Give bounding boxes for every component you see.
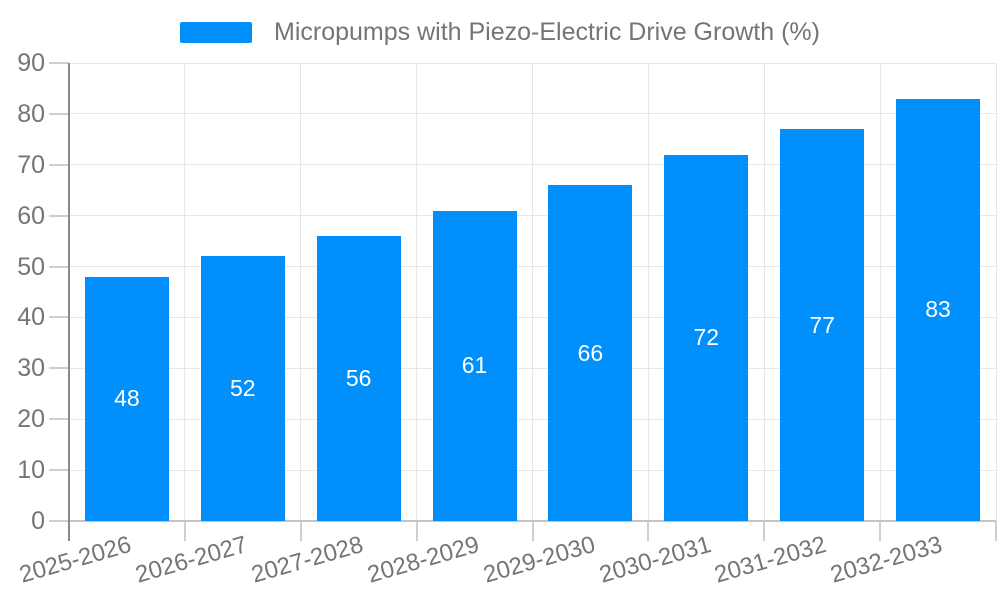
gridline-vertical	[763, 63, 765, 521]
bar[interactable]: 48	[84, 276, 169, 521]
y-tick	[49, 367, 69, 370]
y-tick	[49, 62, 69, 64]
x-tick	[299, 521, 302, 541]
y-axis-label: 60	[17, 201, 45, 230]
gridline-vertical	[416, 63, 418, 521]
legend-item[interactable]: Micropumps with Piezo-Electric Drive Gro…	[180, 18, 820, 47]
y-tick	[49, 265, 69, 268]
gridline-vertical	[184, 63, 186, 521]
x-tick	[995, 521, 997, 541]
y-axis-label: 10	[17, 456, 45, 485]
bar-value-label: 83	[925, 296, 951, 323]
x-axis-label: 2032-2033	[827, 531, 946, 589]
x-tick	[647, 521, 650, 541]
x-tick	[879, 521, 882, 541]
bar[interactable]: 66	[548, 185, 633, 521]
y-axis-label: 20	[17, 405, 45, 434]
x-axis-label: 2031-2032	[711, 531, 830, 589]
gridline-vertical	[300, 63, 302, 521]
bar-value-label: 56	[345, 365, 372, 392]
y-axis-label: 90	[17, 49, 45, 77]
x-axis-label: 2026-2027	[132, 531, 251, 589]
bar[interactable]: 61	[432, 210, 517, 521]
x-axis-label: 2027-2028	[248, 531, 367, 589]
gridline-vertical	[532, 63, 533, 521]
bar[interactable]: 52	[200, 256, 285, 521]
y-axis-label: 40	[17, 303, 45, 332]
bar-value-label: 61	[461, 352, 488, 379]
bar-value-label: 52	[230, 375, 256, 402]
y-tick	[49, 214, 69, 217]
y-tick	[49, 163, 69, 166]
x-tick	[531, 521, 534, 541]
gridline-vertical	[995, 63, 997, 521]
bar-value-label: 72	[693, 324, 720, 351]
bar[interactable]: 83	[896, 98, 981, 521]
y-axis-label: 70	[17, 150, 45, 179]
legend-label: Micropumps with Piezo-Electric Drive Gro…	[274, 18, 820, 46]
y-tick	[49, 469, 69, 472]
bar-value-label: 66	[577, 339, 604, 366]
gridline-vertical	[879, 63, 881, 521]
y-axis-label: 50	[17, 252, 45, 281]
plot-area: 48 52 56 61 66 72 77 83	[49, 62, 997, 541]
x-axis-label: 2025-2026	[16, 531, 135, 589]
bar-value-label: 77	[809, 311, 835, 338]
bar-value-label: 48	[114, 385, 140, 412]
x-tick	[415, 521, 418, 541]
y-tick	[49, 520, 69, 522]
x-axis-label: 2028-2029	[364, 531, 483, 589]
y-axis-line	[68, 63, 70, 541]
x-axis-label: 2030-2031	[595, 531, 714, 589]
y-tick	[49, 418, 69, 421]
y-tick	[49, 316, 69, 319]
x-axis-line	[69, 520, 996, 522]
x-tick	[183, 521, 186, 541]
bar[interactable]: 56	[316, 236, 401, 521]
y-tick	[49, 112, 69, 115]
y-axis-label: 80	[17, 99, 45, 128]
bar[interactable]: 72	[664, 154, 749, 521]
x-axis-label: 2029-2030	[480, 531, 598, 589]
y-axis-label: 30	[17, 354, 45, 383]
legend-swatch-icon	[180, 22, 253, 43]
x-tick	[763, 521, 766, 541]
gridline-vertical	[647, 63, 649, 521]
bar[interactable]: 77	[780, 129, 865, 521]
y-axis-label: 0	[31, 507, 45, 535]
legend: Micropumps with Piezo-Electric Drive Gro…	[0, 18, 1000, 47]
